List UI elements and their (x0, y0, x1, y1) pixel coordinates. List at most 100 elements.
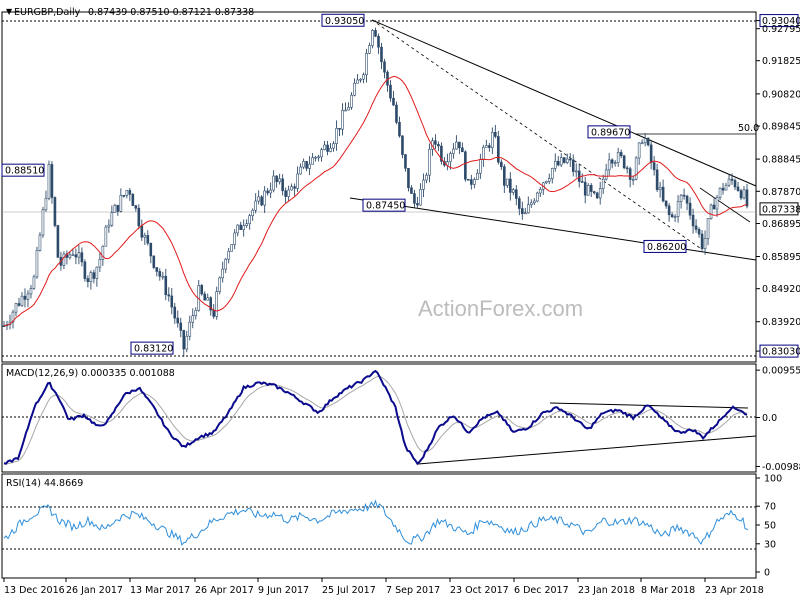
time-tick-label: 23 Apr 2018 (705, 585, 764, 596)
time-axis: 13 Dec 2016 26 Jan 2017 13 Mar 2017 26 Apr … (3, 578, 764, 596)
candle-body (736, 186, 740, 191)
candle-body (134, 205, 138, 209)
candle-body (523, 212, 527, 215)
candle-body (437, 144, 440, 147)
candle-body (500, 161, 503, 168)
candle-body (538, 189, 542, 194)
ohlc-label: 0.87439 0.87510 0.87121 0.87338 (88, 7, 254, 18)
candle-body (601, 178, 605, 189)
candle-body (562, 157, 566, 163)
candle-body (248, 215, 251, 225)
macd-signal-line (3, 376, 748, 465)
time-tick-label: 8 Mar 2018 (641, 585, 695, 596)
candle-body (86, 278, 90, 283)
rsi-tick-label: 50 (764, 521, 776, 532)
price-tick-label: 0.93040 (762, 16, 800, 27)
price-box (759, 14, 799, 28)
candle-body (131, 194, 135, 206)
candle-body (374, 30, 377, 37)
candle-body (473, 179, 476, 185)
candle-body (293, 186, 296, 189)
time-tick-label: 6 Dec 2017 (514, 585, 569, 596)
rsi-tick-label: 70 (764, 502, 776, 513)
fib-50-label: 50.0 (738, 123, 759, 134)
candle-body (80, 252, 84, 263)
candle-body (712, 204, 716, 210)
candle-body (553, 160, 557, 169)
price-tick-label: 0.85895 (762, 252, 800, 263)
candle-body (494, 132, 497, 137)
candle-body (359, 78, 362, 81)
rsi-panel-frame (1, 473, 757, 579)
candle-body (515, 189, 518, 199)
price-annotation-box (1, 163, 45, 177)
candle-body (580, 181, 584, 183)
candle-body (745, 189, 749, 207)
candle-body (407, 168, 410, 189)
candle-body (56, 225, 60, 258)
candle-body (62, 253, 66, 266)
candle-body (146, 235, 150, 244)
candle-body (200, 285, 204, 295)
candle-body (512, 189, 515, 193)
candle-body (119, 194, 123, 212)
candle-body (535, 192, 539, 202)
candle-body (116, 204, 120, 212)
candle-body (17, 303, 21, 306)
main-panel-frame (1, 11, 757, 363)
candle-body (47, 164, 51, 199)
candle-body (470, 179, 473, 185)
candle-body (383, 61, 386, 73)
candle-body (242, 225, 245, 230)
time-tick-label: 25 Jul 2017 (322, 585, 376, 596)
candle-body (152, 255, 156, 268)
candle-body (335, 128, 338, 144)
candle-body (344, 109, 347, 112)
candle-body (452, 148, 455, 154)
candle-body (682, 194, 686, 197)
candle-body (613, 162, 617, 165)
candle-body (263, 190, 266, 206)
candle-body (589, 185, 593, 192)
candle-body (23, 295, 27, 300)
candle-body (730, 178, 734, 181)
candle-body (266, 190, 269, 194)
candle-body (544, 180, 548, 184)
candle-body (458, 141, 461, 149)
candle-body (71, 254, 75, 257)
candle-body (191, 315, 195, 323)
macd-title: MACD(12,26,9) 0.000335 0.001088 (6, 368, 175, 379)
candle-body (691, 214, 695, 227)
candle-body (128, 190, 132, 195)
candle-body (311, 157, 314, 165)
candle-body (491, 132, 494, 148)
candle-body (368, 45, 371, 54)
candle-body (640, 142, 644, 145)
candle-body (83, 261, 87, 279)
candle-body (53, 197, 57, 226)
candle-body (140, 225, 144, 238)
candle-body (464, 151, 467, 180)
candle-body (428, 148, 431, 176)
candle-body (179, 322, 183, 331)
candle-body (506, 178, 509, 186)
candle-body (556, 160, 560, 166)
symbol-label: EURGBP,Daily (14, 7, 81, 18)
candle-body (323, 144, 326, 150)
candle-body (227, 250, 230, 260)
trendline-upper (371, 19, 757, 187)
candle-body (658, 186, 662, 190)
candle-body (643, 138, 647, 144)
candle-body (700, 233, 704, 249)
candle-body (98, 259, 102, 268)
candle-body (718, 187, 722, 198)
candle-body (646, 138, 650, 146)
candle-body (182, 330, 186, 350)
candle-body (305, 161, 308, 169)
candle-body (742, 189, 746, 199)
time-tick-label: 9 Jun 2017 (258, 585, 309, 596)
candle-body (622, 155, 626, 169)
candle-body (706, 218, 710, 239)
candle-body (679, 194, 683, 202)
